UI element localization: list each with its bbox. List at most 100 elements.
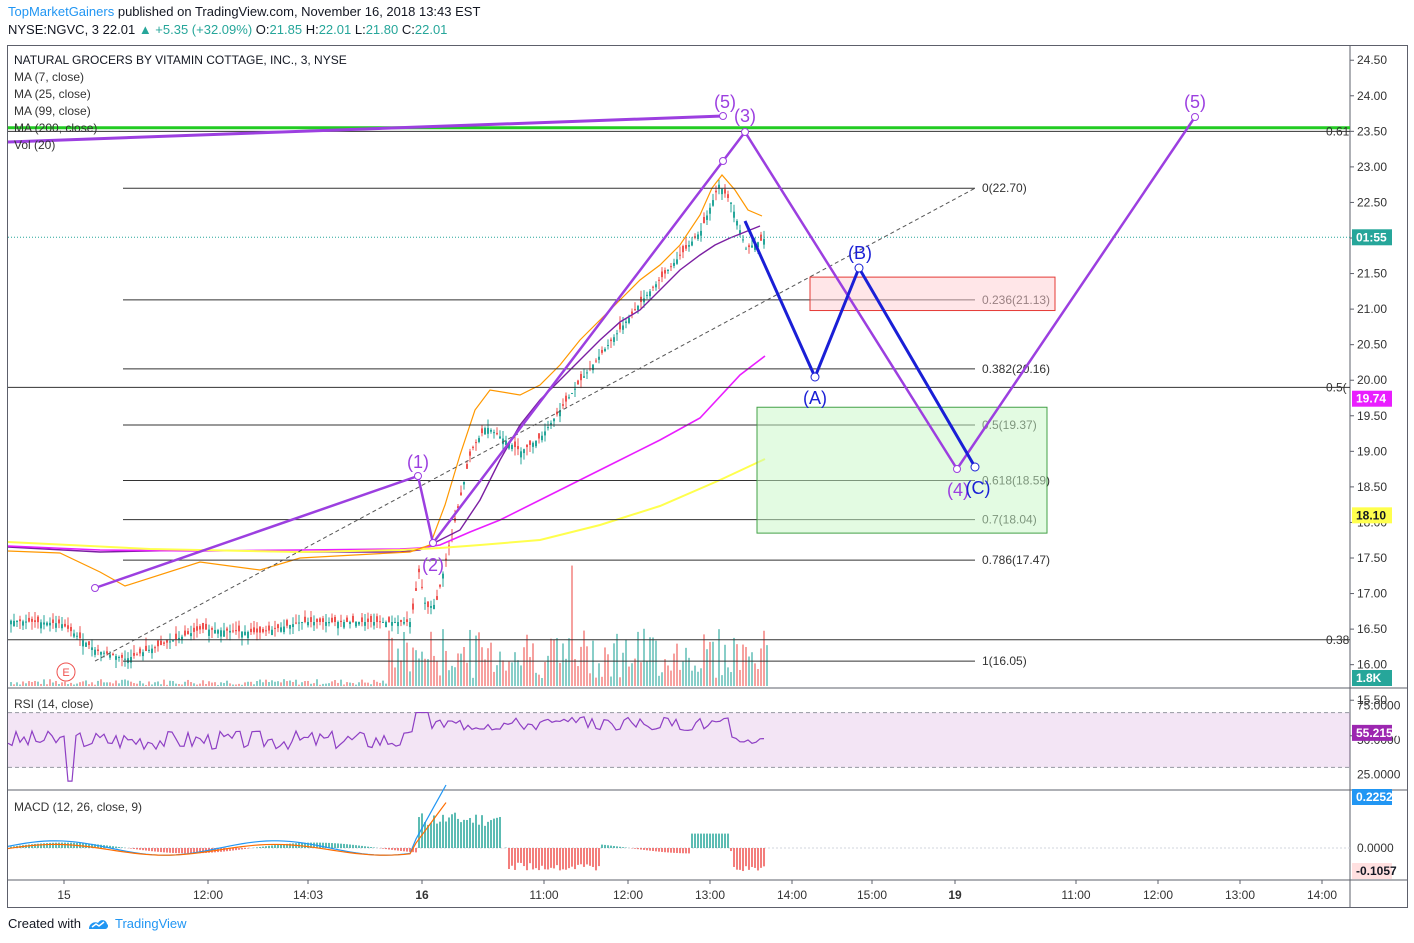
high-label: H:	[305, 22, 319, 37]
macd-histogram-bar	[703, 833, 705, 848]
volume-bar	[247, 681, 249, 686]
volume-bar	[391, 637, 393, 686]
ma99-badge-bg	[1352, 390, 1392, 407]
candle-body	[424, 602, 426, 604]
candle-body	[646, 294, 648, 296]
macd-histogram-bar	[142, 848, 144, 851]
volume-bar	[376, 681, 378, 686]
macd-histogram-bar	[337, 843, 339, 848]
volume-bar	[691, 670, 693, 686]
macd-histogram-bar	[325, 842, 327, 848]
volume-bar	[100, 679, 102, 686]
candle-body	[595, 360, 597, 362]
price-tick-label: 19.50	[1357, 409, 1387, 423]
candle-body	[85, 642, 87, 647]
candle-body	[559, 410, 561, 417]
macd-histogram-bar	[646, 848, 648, 851]
macd-histogram-bar	[151, 848, 153, 852]
volume-bar	[85, 680, 87, 686]
volume-bar	[274, 681, 276, 686]
volume-bar	[631, 663, 633, 686]
candle-body	[727, 194, 729, 198]
macd-histogram-bar	[562, 848, 564, 870]
macd-histogram-bar	[469, 817, 471, 848]
legend-ma7[interactable]: MA (7, close)	[14, 70, 85, 84]
volume-bar	[406, 642, 408, 686]
macd-histogram-bar	[85, 843, 87, 848]
candle-body	[631, 311, 633, 314]
macd-histogram-bar	[454, 812, 456, 848]
volume-bar	[679, 669, 681, 686]
tradingview-link[interactable]: TradingView	[114, 916, 187, 931]
volume-bar	[757, 669, 759, 686]
candle-body	[139, 648, 141, 654]
macd-histogram-bar	[580, 848, 582, 865]
candle-body	[124, 658, 126, 660]
volume-bar	[640, 662, 642, 686]
candle-body	[511, 444, 513, 450]
fib-level-label: 0(22.70)	[982, 181, 1027, 195]
price-tick-label: 21.00	[1357, 302, 1387, 316]
macd-histogram-bar	[487, 821, 489, 848]
macd-histogram-bar	[355, 845, 357, 848]
legend-volume[interactable]: Vol (20)	[14, 138, 56, 152]
macd-histogram-bar	[475, 814, 477, 848]
volume-bar	[565, 658, 567, 686]
wave-node	[91, 584, 99, 592]
candle-body	[28, 617, 30, 622]
created-with-text: Created with	[8, 916, 81, 931]
volume-bar	[19, 684, 21, 686]
volume-bar	[589, 673, 591, 686]
legend-ma99[interactable]: MA (99, close)	[14, 104, 91, 118]
candle-body	[487, 427, 489, 434]
abc-node	[854, 263, 864, 273]
macd-histogram-bar	[421, 813, 423, 848]
rsi-title[interactable]: RSI (14, close)	[14, 697, 94, 711]
candle-body	[685, 245, 687, 249]
candle-body	[601, 349, 603, 353]
candle-body	[322, 618, 324, 622]
volume-bar	[253, 684, 255, 686]
macd-histogram-bar	[109, 845, 111, 848]
volume-bar	[490, 642, 492, 686]
wave-trendline	[7, 114, 724, 144]
abc-node	[970, 462, 980, 472]
legend-ma200[interactable]: MA (200, close)	[14, 121, 98, 135]
macd-histogram-bar	[493, 818, 495, 848]
volume-bar	[10, 682, 12, 686]
candle-body	[724, 189, 726, 194]
candle-body	[574, 388, 576, 390]
macd-histogram-bar	[622, 847, 624, 848]
volume-bar	[106, 682, 108, 686]
macd-histogram-bar	[721, 833, 723, 848]
volume-bar	[163, 679, 165, 686]
candle-body	[109, 654, 111, 658]
macd-histogram-bar	[520, 848, 522, 863]
candle-body	[379, 621, 381, 623]
macd-histogram-bar	[592, 848, 594, 867]
volume-bar	[283, 679, 285, 686]
volume-bar	[724, 644, 726, 686]
macd-histogram-bar	[322, 842, 324, 848]
candle-body	[718, 184, 720, 189]
volume-bar	[442, 629, 444, 686]
candle-body	[457, 506, 459, 509]
volume-bar	[265, 679, 267, 686]
macd-title[interactable]: MACD (12, 26, close, 9)	[14, 800, 143, 814]
volume-bar	[484, 659, 486, 686]
macd-histogram-bar	[760, 848, 762, 868]
wave-node	[429, 539, 437, 547]
author-link[interactable]: TopMarketGainers	[8, 4, 115, 19]
volume-bar	[439, 675, 441, 686]
volume-bar	[556, 638, 558, 686]
macd-histogram-bar	[577, 848, 579, 865]
volume-bar	[211, 682, 213, 686]
fib-edge-label: 0.61	[1326, 124, 1350, 138]
legend-ma25[interactable]: MA (25, close)	[14, 87, 91, 101]
volume-bar	[409, 671, 411, 686]
volume-bar	[493, 671, 495, 686]
candle-body	[493, 432, 495, 434]
wave-label: (A)	[803, 388, 827, 408]
candle-body	[241, 631, 243, 638]
